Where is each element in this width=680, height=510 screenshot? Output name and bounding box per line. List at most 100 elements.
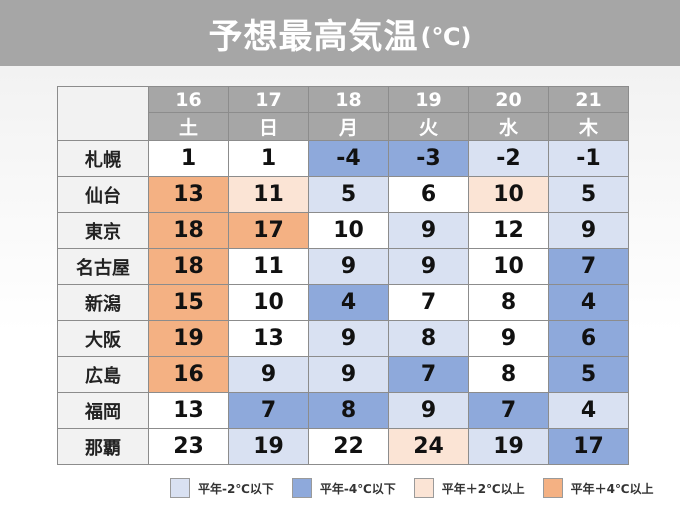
temperature-cell: 1 (148, 140, 229, 177)
temperature-cell: 9 (548, 212, 629, 249)
temperature-cell: 17 (548, 428, 629, 465)
temperature-cell: 9 (388, 392, 469, 429)
temperature-cell: 7 (388, 356, 469, 393)
table-row: 名古屋 18 11 9 9 10 7 (57, 248, 629, 285)
date-header: 19 (388, 86, 469, 113)
temperature-cell: 9 (388, 212, 469, 249)
temperature-cell: 13 (148, 176, 229, 213)
temperature-cell: 13 (228, 320, 309, 357)
date-header: 21 (548, 86, 629, 113)
date-header: 17 (228, 86, 309, 113)
temperature-cell: 18 (148, 212, 229, 249)
temperature-cell: 7 (468, 392, 549, 429)
temperature-cell: 9 (228, 356, 309, 393)
city-label: 広島 (57, 356, 149, 393)
temperature-cell: -3 (388, 140, 469, 177)
legend-label: 平年-4℃以下 (319, 481, 396, 496)
table-row: 福岡 13 7 8 9 7 4 (57, 392, 629, 429)
legend-swatch (291, 478, 312, 498)
temperature-cell: 10 (468, 248, 549, 285)
legend-item: 平年＋4℃以上 (542, 478, 654, 498)
legend-swatch (542, 478, 563, 498)
temperature-cell: 5 (308, 176, 389, 213)
city-label: 東京 (57, 212, 149, 249)
temperature-cell: 15 (148, 284, 229, 321)
temperature-cell: 8 (468, 284, 549, 321)
temperature-cell: 17 (228, 212, 309, 249)
city-label: 大阪 (57, 320, 149, 357)
city-label: 那覇 (57, 428, 149, 465)
legend-item: 平年-4℃以下 (291, 478, 396, 498)
temperature-cell: 8 (468, 356, 549, 393)
table-corner (57, 86, 149, 141)
legend-swatch (413, 478, 434, 498)
legend-label: 平年-2℃以下 (198, 481, 274, 496)
temperature-cell: 1 (228, 140, 309, 177)
temperature-cell: 9 (308, 356, 389, 393)
temperature-cell: 6 (388, 176, 469, 213)
weekday-header: 水 (468, 112, 549, 141)
table-row: 東京 18 17 10 9 12 9 (57, 212, 629, 249)
city-label: 福岡 (57, 392, 149, 429)
legend-item: 平年＋2℃以上 (413, 478, 525, 498)
weekday-header: 土 (148, 112, 229, 141)
temperature-cell: 4 (548, 392, 629, 429)
temperature-cell: 7 (548, 248, 629, 285)
temperature-cell: 19 (468, 428, 549, 465)
temperature-cell: 18 (148, 248, 229, 285)
temperature-cell: -2 (468, 140, 549, 177)
temperature-cell: 4 (548, 284, 629, 321)
table-row: 新潟 15 10 4 7 8 4 (57, 284, 629, 321)
temperature-cell: -4 (308, 140, 389, 177)
temperature-cell: 19 (148, 320, 229, 357)
temperature-cell: 10 (228, 284, 309, 321)
table-row: 那覇 23 19 22 24 19 17 (57, 428, 629, 465)
temperature-cell: 19 (228, 428, 309, 465)
temperature-cell: 12 (468, 212, 549, 249)
weekday-header: 日 (228, 112, 309, 141)
forecast-table: 16 17 18 19 20 21 土日月火水木札幌 1 1 -4 -3 -2 -1 仙台 13 11 5 6 10… (57, 86, 629, 465)
temperature-cell: 9 (308, 320, 389, 357)
temperature-cell: 11 (228, 248, 309, 285)
temperature-cell: 22 (308, 428, 389, 465)
temperature-cell: 10 (308, 212, 389, 249)
temperature-cell: 8 (388, 320, 469, 357)
temperature-cell: 10 (468, 176, 549, 213)
legend-label: 平年＋4℃以上 (570, 481, 654, 496)
temperature-cell: 9 (388, 248, 469, 285)
date-header: 16 (148, 86, 229, 113)
temperature-cell: 11 (228, 176, 309, 213)
temperature-cell: 16 (148, 356, 229, 393)
temperature-cell: 5 (548, 176, 629, 213)
weekday-header: 月 (308, 112, 389, 141)
legend: 平年-2℃以下 平年-4℃以下 平年＋2℃以上 平年＋4℃以上 (170, 478, 672, 498)
temperature-cell: 7 (388, 284, 469, 321)
title-unit: (℃) (420, 23, 472, 51)
legend-swatch (170, 478, 190, 498)
temperature-cell: 5 (548, 356, 629, 393)
temperature-cell: 13 (148, 392, 229, 429)
weekday-header: 火 (388, 112, 469, 141)
city-label: 新潟 (57, 284, 149, 321)
weekday-header-row: 土日月火水木 (58, 112, 629, 141)
title-bar: 予想最高気温 (℃) (0, 0, 680, 66)
date-header: 18 (308, 86, 389, 113)
legend-item: 平年-2℃以下 (170, 478, 274, 498)
temperature-cell: 23 (148, 428, 229, 465)
table-row: 札幌 1 1 -4 -3 -2 -1 (57, 140, 629, 177)
temperature-cell: 7 (228, 392, 309, 429)
page-title: 予想最高気温 (208, 16, 419, 57)
city-label: 名古屋 (57, 248, 149, 285)
date-header-row: 16 17 18 19 20 21 (57, 86, 629, 141)
temperature-cell: -1 (548, 140, 629, 177)
city-label: 札幌 (57, 140, 149, 177)
temperature-cell: 6 (548, 320, 629, 357)
temperature-cell: 9 (308, 248, 389, 285)
weekday-header: 木 (548, 112, 629, 141)
date-header: 20 (468, 86, 549, 113)
temperature-cell: 8 (308, 392, 389, 429)
temperature-cell: 24 (388, 428, 469, 465)
table-row: 仙台 13 11 5 6 10 5 (57, 176, 629, 213)
city-label: 仙台 (57, 176, 149, 213)
table-row: 大阪 19 13 9 8 9 6 (57, 320, 629, 357)
